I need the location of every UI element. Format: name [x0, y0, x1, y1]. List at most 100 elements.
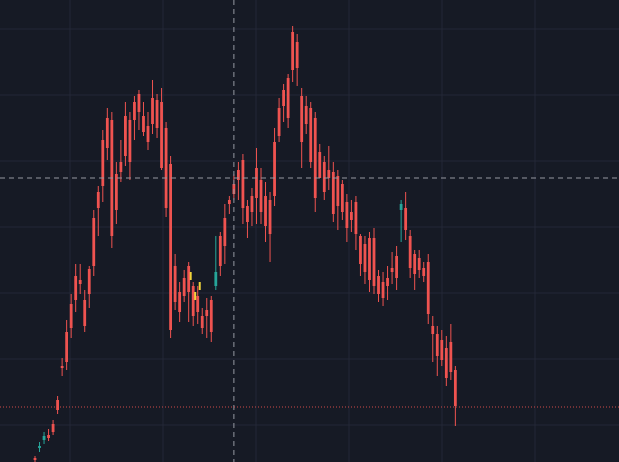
candle: [205, 298, 209, 338]
candle: [345, 194, 349, 242]
candle-body: [205, 310, 209, 316]
candle: [368, 232, 371, 292]
candle-body: [65, 332, 69, 362]
candle: [264, 182, 267, 242]
candle: [313, 112, 317, 212]
candle-body: [431, 326, 435, 334]
candle-body: [304, 106, 308, 124]
candle: [449, 324, 453, 380]
candle-body: [246, 206, 249, 222]
candle: [318, 144, 322, 178]
candle-body: [200, 316, 204, 328]
candle-body: [196, 296, 200, 312]
candle: [227, 196, 231, 214]
candle-body: [340, 184, 344, 212]
candle-body: [92, 218, 96, 266]
candle-body: [78, 280, 82, 284]
candle: [440, 330, 444, 366]
candle-body: [363, 244, 367, 272]
candle: [304, 96, 308, 134]
candle-body: [377, 276, 380, 294]
candle: [60, 358, 64, 376]
candle-body: [453, 370, 457, 406]
candle: [354, 196, 358, 250]
candle: [363, 236, 367, 284]
candle-body: [164, 128, 168, 208]
candle-body: [191, 286, 195, 316]
candle: [435, 326, 439, 376]
candle: [336, 170, 340, 230]
candle-body: [350, 212, 353, 220]
candle-body: [390, 268, 394, 272]
candle: [142, 102, 145, 136]
candle: [69, 294, 73, 338]
candle-body: [273, 142, 276, 196]
candle-body: [413, 254, 417, 274]
candle: [47, 429, 50, 441]
candle-body: [318, 152, 322, 178]
candle: [51, 420, 55, 435]
candle: [359, 234, 362, 276]
candle-body: [359, 236, 362, 264]
candle-body: [264, 196, 267, 226]
candle: [417, 250, 421, 278]
candle-body: [218, 236, 222, 266]
candle-body: [209, 300, 213, 332]
candle-body: [426, 262, 430, 314]
candle: [381, 272, 385, 306]
candle-body: [137, 94, 141, 112]
candle: [255, 148, 258, 224]
candle-body: [155, 100, 159, 128]
candle-body: [435, 334, 439, 356]
candle-body: [178, 292, 182, 312]
candle: [191, 282, 195, 326]
candle: [223, 204, 227, 264]
candle: [214, 236, 218, 290]
candle-body: [74, 276, 78, 300]
candle: [372, 228, 376, 294]
candle: [408, 230, 412, 278]
candle: [164, 122, 168, 217]
candle-body: [286, 78, 290, 118]
candle-body: [142, 116, 145, 132]
candle-body: [368, 238, 371, 280]
candle-body: [146, 126, 150, 142]
candle: [128, 112, 132, 180]
candle: [200, 308, 204, 334]
candle-body: [404, 208, 408, 230]
candle-body: [101, 140, 105, 186]
candle: [87, 266, 91, 308]
candle: [404, 192, 408, 240]
candle: [390, 252, 394, 284]
candle-body: [331, 172, 335, 214]
candle: [160, 88, 163, 170]
candle-body: [300, 96, 304, 142]
highlight-mark: [198, 282, 201, 290]
candle-body: [51, 424, 55, 432]
candle: [277, 98, 281, 142]
candle-body: [449, 342, 453, 372]
candle-body: [237, 170, 240, 180]
candle-body: [282, 90, 285, 106]
candle-body: [33, 458, 37, 460]
candle: [273, 128, 276, 206]
candle: [386, 266, 389, 300]
candle: [114, 162, 118, 224]
candle-body: [96, 192, 100, 208]
candle-body: [255, 168, 258, 198]
candle-body: [268, 200, 272, 234]
candle: [259, 168, 263, 224]
candle: [74, 264, 78, 312]
candle-body: [386, 278, 389, 286]
candle: [453, 366, 457, 426]
candle-body: [214, 272, 218, 286]
candle-body: [372, 238, 376, 286]
highlight-mark: [194, 292, 197, 300]
candle-body: [309, 108, 313, 162]
candle: [133, 96, 136, 140]
candle: [431, 316, 435, 362]
candle-body: [345, 202, 349, 228]
